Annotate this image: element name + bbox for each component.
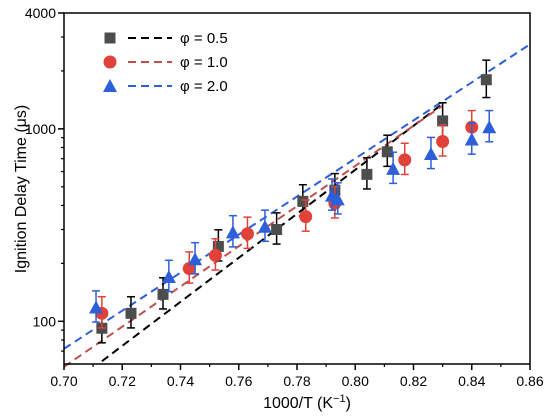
data-point-triangle — [482, 120, 497, 134]
data-point-triangle — [89, 300, 104, 314]
x-tick-label: 0.82 — [400, 373, 427, 389]
x-tick-label: 0.78 — [283, 373, 310, 389]
series-square — [96, 59, 492, 344]
data-point-square — [297, 195, 309, 207]
x-tick-label: 0.86 — [516, 373, 543, 389]
legend-marker-circle — [103, 55, 117, 69]
legend: φ = 0.5 φ = 1.0 φ = 2.0 — [103, 30, 228, 95]
x-axis: 0.70 0.72 0.74 0.76 0.78 0.80 0.82 0.84 0.86 — [50, 364, 544, 389]
data-point-square — [125, 307, 137, 319]
data-point-triangle — [464, 132, 479, 146]
data-point-square — [361, 168, 373, 180]
plot-area — [63, 12, 531, 368]
fit-line-2 — [63, 43, 531, 350]
data-point-triangle — [188, 252, 203, 266]
data-point-triangle — [257, 219, 272, 233]
legend-label: φ = 1.0 — [180, 54, 228, 71]
x-axis-label: 1000/T (K−1) — [263, 393, 351, 412]
y-tick-label: 100 — [33, 313, 57, 329]
data-point-circle — [398, 153, 412, 167]
data-point-square — [480, 74, 492, 86]
data-point-square — [437, 115, 449, 127]
x-tick-label: 0.70 — [50, 373, 77, 389]
data-point-circle — [299, 210, 313, 224]
legend-label: φ = 0.5 — [180, 30, 228, 47]
data-point-triangle — [423, 147, 438, 161]
data-point-square — [212, 240, 224, 252]
series-circle — [95, 109, 479, 329]
data-point-triangle — [330, 192, 345, 206]
data-point-circle — [240, 227, 254, 241]
data-point-triangle — [225, 225, 240, 239]
data-point-circle — [436, 134, 450, 148]
data-point-triangle — [386, 161, 401, 175]
x-tick-label: 0.72 — [109, 373, 136, 389]
series-triangle — [89, 109, 497, 323]
x-tick-label: 0.76 — [225, 373, 252, 389]
y-tick-label: 1000 — [25, 121, 56, 137]
y-axis-label: Ignition Delay Time (μs) — [13, 105, 30, 273]
data-point-square — [381, 146, 393, 158]
data-point-triangle — [161, 269, 176, 283]
data-point-circle — [208, 248, 222, 262]
legend-marker-square — [104, 32, 116, 44]
legend-marker-triangle — [103, 79, 117, 92]
y-tick-label: 4000 — [25, 5, 56, 21]
fit-line-1 — [63, 104, 444, 368]
legend-label: φ = 2.0 — [180, 78, 228, 95]
data-point-square — [271, 223, 283, 235]
x-tick-label: 0.80 — [342, 373, 369, 389]
x-tick-label: 0.74 — [167, 373, 194, 389]
x-tick-label: 0.84 — [458, 373, 485, 389]
data-point-square — [157, 288, 169, 300]
y-axis: 100 1000 4000 — [25, 5, 64, 352]
